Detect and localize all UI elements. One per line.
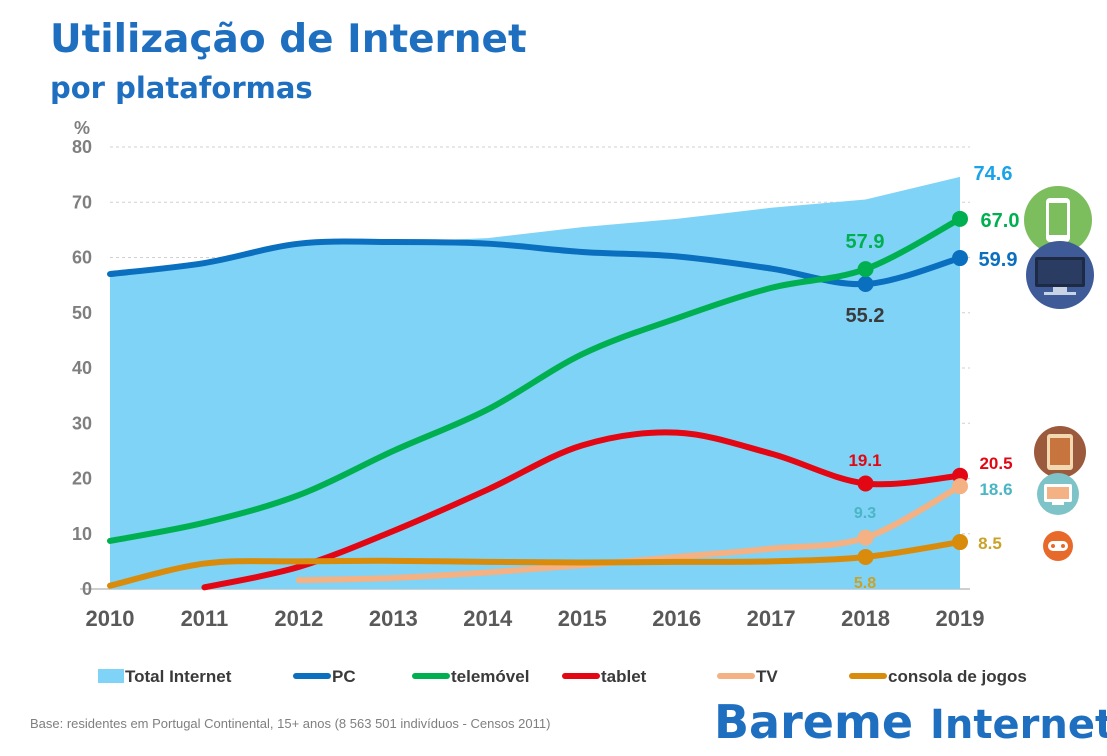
footnote: Base: residentes em Portugal Continental… [30, 716, 550, 731]
x-tick-label: 2019 [936, 606, 985, 631]
y-tick-label: 40 [72, 358, 92, 378]
y-tick-label: 70 [72, 192, 92, 212]
y-tick-label: 0 [82, 579, 92, 599]
y-tick-label: 30 [72, 413, 92, 433]
data-point-marker [952, 210, 968, 227]
x-tick-label: 2014 [463, 606, 513, 631]
data-label: 55.2 [846, 305, 885, 327]
data-labels: 74.6 67.0 59.9 57.9 55.2 19.1 20.5 18.6 9.3 8.5 5.… [846, 163, 1020, 592]
line-series-5 [107, 539, 963, 589]
gamepad-icon [1043, 531, 1073, 561]
x-tick-label: 2013 [369, 606, 418, 631]
x-ticks: 2010 2011 2012 2013 2014 2015 2016 2017 2018 2019 [86, 606, 985, 631]
y-tick-label: 10 [72, 524, 92, 544]
data-label: 5.8 [854, 575, 876, 592]
computer-monitor-icon [1026, 241, 1094, 309]
data-point-marker [952, 250, 968, 267]
data-point-marker [857, 475, 874, 492]
legend-label: TV [756, 667, 778, 686]
legend-label: tablet [601, 667, 647, 686]
legend-label: PC [332, 667, 356, 686]
tablet-icon [1034, 426, 1086, 478]
markers-layer [857, 210, 968, 565]
legend-label: telemóvel [451, 667, 529, 686]
lines-layer [107, 215, 963, 591]
data-label: 18.6 [979, 480, 1012, 499]
legend: Total Internet PC telemóvel tablet TV consola… [98, 667, 1027, 686]
data-label: 59.9 [979, 249, 1018, 271]
brand-logo-internet: Internet [930, 702, 1107, 748]
data-label: 67.0 [981, 210, 1020, 232]
data-point-marker [952, 534, 968, 551]
data-point-marker [952, 478, 968, 495]
data-point-marker [857, 548, 874, 565]
y-tick-label: 50 [72, 303, 92, 323]
x-tick-label: 2011 [181, 606, 229, 631]
data-point-marker [857, 529, 874, 546]
x-tick-label: 2010 [86, 606, 135, 631]
data-label: 20.5 [979, 454, 1012, 473]
y-tick-label: 20 [72, 469, 92, 489]
brand-logo-bareme: Bareme [714, 695, 913, 749]
smartphone-icon [1024, 186, 1092, 254]
data-label: 9.3 [854, 505, 876, 522]
legend-label: Total Internet [125, 667, 232, 686]
tv-icon [1037, 473, 1079, 515]
chart-title: Utilização de Internet [50, 17, 527, 62]
data-label: 19.1 [848, 451, 881, 470]
chart-subtitle: por plataformas [50, 71, 313, 105]
data-point-marker [857, 261, 874, 278]
x-tick-label: 2012 [274, 606, 323, 631]
data-label: 8.5 [978, 534, 1002, 553]
x-tick-label: 2016 [652, 606, 701, 631]
line-series-2 [107, 215, 963, 544]
y-ticks: 0 10 20 30 40 50 60 70 80 [72, 137, 92, 599]
y-tick-label: 60 [72, 248, 92, 268]
line-series-3 [201, 429, 963, 591]
y-unit-label: % [74, 118, 90, 138]
x-tick-label: 2015 [558, 606, 607, 631]
data-point-marker [857, 276, 874, 293]
x-tick-label: 2017 [747, 606, 796, 631]
data-label: 57.9 [846, 231, 885, 253]
y-tick-label: 80 [72, 137, 92, 157]
legend-label: consola de jogos [888, 667, 1027, 686]
legend-swatch [98, 669, 124, 683]
data-label: 74.6 [974, 163, 1013, 185]
x-tick-label: 2018 [841, 606, 890, 631]
